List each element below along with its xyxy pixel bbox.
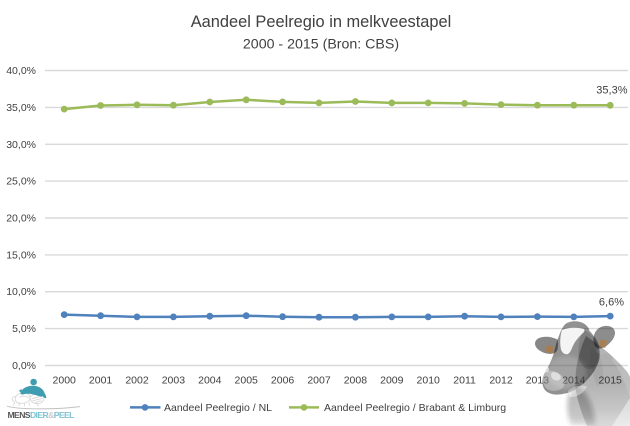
svg-text:6,6%: 6,6% (599, 297, 624, 309)
svg-text:2008: 2008 (344, 375, 368, 387)
svg-text:Aandeel Peelregio in melkveest: Aandeel Peelregio in melkveestapel (191, 13, 452, 31)
svg-text:20,0%: 20,0% (6, 213, 36, 225)
svg-text:5,0%: 5,0% (12, 323, 36, 335)
svg-text:0,0%: 0,0% (12, 360, 36, 372)
svg-text:2013: 2013 (526, 375, 550, 387)
svg-text:2002: 2002 (125, 375, 149, 387)
svg-text:35,0%: 35,0% (6, 102, 36, 114)
svg-text:2000 - 2015 (Bron: CBS): 2000 - 2015 (Bron: CBS) (243, 37, 399, 53)
svg-text:Aandeel Peelregio / Brabant &: Aandeel Peelregio / Brabant & Limburg (324, 402, 506, 414)
svg-text:2010: 2010 (417, 375, 441, 387)
svg-text:2003: 2003 (162, 375, 186, 387)
svg-text:25,0%: 25,0% (6, 176, 36, 188)
svg-text:35,3%: 35,3% (596, 85, 627, 97)
svg-text:2007: 2007 (307, 375, 331, 387)
svg-text:2006: 2006 (271, 375, 295, 387)
svg-text:10,0%: 10,0% (6, 286, 36, 298)
svg-text:2011: 2011 (453, 375, 476, 387)
svg-text:2005: 2005 (235, 375, 259, 387)
svg-text:2001: 2001 (89, 375, 113, 387)
svg-text:2004: 2004 (198, 375, 222, 387)
svg-text:40,0%: 40,0% (6, 65, 36, 77)
svg-text:30,0%: 30,0% (6, 139, 36, 151)
svg-text:MENSDIER&PEEL: MENSDIER&PEEL (8, 410, 75, 420)
svg-text:15,0%: 15,0% (6, 249, 36, 261)
svg-text:2000: 2000 (53, 375, 77, 387)
svg-text:2009: 2009 (380, 375, 404, 387)
svg-text:2012: 2012 (489, 375, 513, 387)
svg-text:Aandeel Peelregio / NL: Aandeel Peelregio / NL (164, 402, 272, 414)
